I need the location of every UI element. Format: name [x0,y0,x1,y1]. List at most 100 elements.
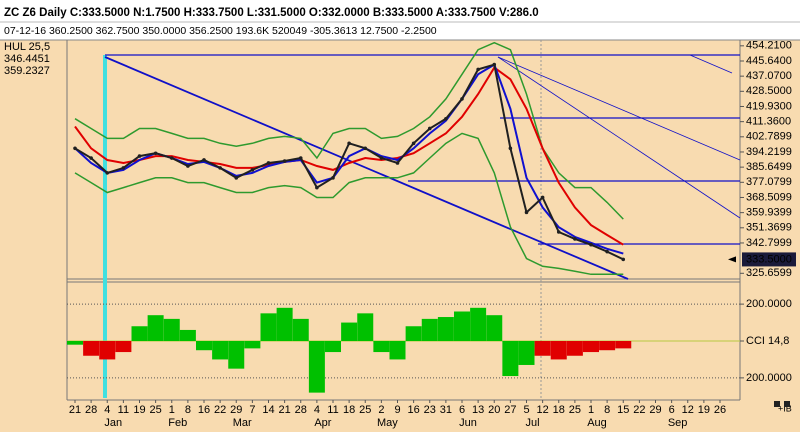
month-label: Apr [314,417,331,429]
fan-line [689,54,733,74]
cci-bar [83,341,100,356]
footer-label: +IB [778,403,792,413]
close-point [89,156,93,160]
x-tick-label: 22 [214,404,226,416]
x-tick-label: 19 [698,404,710,416]
x-tick-label: 26 [714,404,726,416]
x-tick-label: 27 [504,404,516,416]
cci-bar [421,318,438,341]
x-tick-label: 7 [249,404,255,416]
cci-bar [502,341,519,377]
close-point [234,176,239,180]
x-tick-label: 18 [343,404,355,416]
cci-bar [437,317,454,341]
indicator-label: 346.4451 [4,53,50,65]
x-tick-label: 11 [327,404,338,416]
y-tick-label: 454.2100 [746,40,792,52]
month-label: Jan [104,417,122,429]
close-point [395,161,400,165]
close-point [524,210,529,215]
cci-bar [179,329,196,341]
close-point [137,154,142,158]
y-tick-label: 402.7899 [746,131,792,143]
y-tick-label: 394.2199 [746,146,792,158]
close-point [202,158,206,162]
close-point [460,97,464,101]
month-label: Feb [168,417,187,429]
month-label: Jul [525,417,539,429]
current-price-label: 333.5000 [746,253,792,265]
close-point [492,62,497,67]
y-tick-label: 359.9399 [746,207,792,219]
cci-bar [566,341,583,356]
x-tick-label: 21 [69,404,81,416]
close-point [411,141,416,146]
x-tick-label: 19 [133,404,145,416]
close-point [540,195,545,200]
series-line [74,41,624,220]
y-tick-label: CCI 14,8 [746,335,789,347]
cci-bar [260,313,277,341]
x-tick-label: 14 [262,404,274,416]
cci-bar [599,341,616,351]
x-tick-label: 6 [459,404,465,416]
x-tick-label: 13 [472,404,484,416]
cci-bar [325,341,341,353]
x-tick-label: 29 [649,404,661,416]
close-point [169,156,174,160]
close-point [315,185,319,190]
month-label: May [377,417,398,429]
close-point [105,171,110,175]
header-line: ZC Z6 Daily C:333.5000 N:1.7500 H:333.75… [4,7,539,19]
cci-bar [308,341,325,393]
cci-bar [67,341,83,345]
cci-bar [405,326,422,341]
cci-bar [534,341,551,356]
close-point [121,166,126,170]
close-point [444,116,448,121]
cci-bar [292,318,309,341]
current-price-box [742,252,796,267]
cci-bar [454,311,470,341]
current-price-arrow [728,256,736,263]
x-tick-label: 8 [604,404,610,416]
cci-bar [212,341,229,360]
icon[interactable] [774,401,780,407]
close-point [427,126,432,131]
x-tick-label: 4 [314,404,320,416]
cci-bar [163,318,180,341]
cci-bar [550,341,567,360]
close-point [298,156,303,160]
close-point [379,156,384,160]
y-tick-label: 428.5000 [746,85,792,97]
x-tick-label: 28 [295,404,307,416]
y-tick-label: 445.6400 [746,55,792,67]
y-tick-label: 377.0799 [746,176,792,188]
close-point [153,151,158,156]
y-tick-label: 368.5099 [746,191,792,203]
cci-bar [470,307,487,341]
x-tick-label: 28 [85,404,97,416]
x-tick-label: 2 [378,404,384,416]
cci-bar [583,341,599,353]
indicator-label: 359.2327 [4,65,50,77]
x-tick-label: 5 [523,404,529,416]
cci-bar [373,341,390,353]
x-tick-label: 8 [185,404,191,416]
cci-bar [518,341,535,365]
y-tick-label: 200.0000 [746,372,792,384]
cci-bar [357,313,374,341]
close-point [556,230,561,234]
x-tick-label: 25 [569,404,581,416]
x-tick-label: 4 [104,404,110,416]
header-bg [0,0,800,40]
x-tick-label: 15 [617,404,629,416]
x-tick-label: 25 [150,404,162,416]
icon[interactable] [784,401,790,407]
cci-bar [99,341,116,360]
x-tick-label: 31 [440,404,452,416]
indicator-label: HUL 25,5 [4,41,50,53]
y-tick-label: 437.0700 [746,70,792,82]
